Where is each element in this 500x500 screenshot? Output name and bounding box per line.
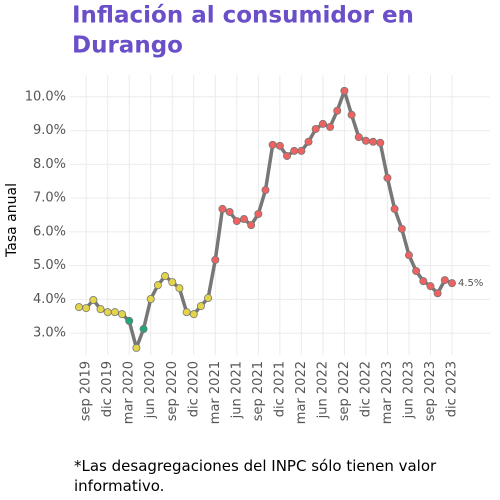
point: [82, 304, 91, 313]
point: [376, 138, 385, 147]
point: [239, 215, 248, 224]
x-tick-label: mar 2023: [380, 361, 395, 424]
y-tick-label: 3.0%: [33, 326, 66, 341]
point: [318, 119, 327, 128]
point: [103, 308, 112, 317]
x-tick-label: dic 2020: [186, 361, 201, 417]
point: [196, 302, 205, 311]
point: [397, 224, 406, 233]
point: [333, 106, 342, 115]
point: [340, 86, 349, 95]
point: [383, 173, 392, 182]
grid: [70, 75, 490, 355]
chart: Inflación al consumidor en Durango Tasa …: [4, 3, 490, 424]
point: [404, 251, 413, 260]
point: [426, 282, 435, 291]
point: [211, 255, 220, 264]
point: [89, 296, 98, 305]
x-tick-label: sep 2021: [251, 361, 266, 421]
point: [232, 217, 241, 226]
x-tick-label: dic 2021: [272, 361, 287, 417]
x-tick-label: dic 2019: [100, 361, 115, 417]
point: [75, 303, 84, 312]
point: [153, 281, 162, 290]
y-tick-label: 9.0%: [33, 123, 66, 138]
x-tick-label: sep 2023: [423, 361, 438, 421]
value-label: 4.5%: [458, 278, 483, 289]
chart-title: Inflación al consumidor en: [72, 3, 414, 29]
point: [247, 221, 256, 230]
line: [78, 89, 453, 350]
x-tick-label: sep 2019: [79, 361, 94, 421]
point: [390, 204, 399, 213]
x-tick-label: sep 2020: [165, 361, 180, 421]
point: [139, 325, 148, 334]
point: [440, 276, 449, 285]
point: [118, 310, 127, 319]
point: [433, 289, 442, 298]
point: [189, 310, 198, 319]
point: [268, 140, 277, 149]
point: [297, 146, 306, 155]
point: [168, 278, 177, 287]
point: [96, 305, 105, 314]
point: [204, 293, 213, 302]
y-tick-label: 7.0%: [33, 191, 66, 206]
chart-title: Durango: [72, 33, 183, 59]
y-tick-label: 6.0%: [33, 224, 66, 239]
point: [218, 204, 227, 213]
y-axis-label: Tasa anual: [4, 183, 20, 258]
x-tick-label: dic 2022: [358, 361, 373, 417]
point: [419, 277, 428, 286]
point: [125, 316, 134, 325]
point: [254, 209, 263, 218]
x-tick-label: sep 2022: [337, 361, 352, 421]
y-tick-label: 4.0%: [33, 292, 66, 307]
point: [354, 133, 363, 142]
point: [175, 284, 184, 293]
x-tick-label: jun 2020: [143, 361, 158, 419]
x-tick-label: mar 2022: [294, 361, 309, 424]
x-tick-label: jun 2023: [401, 361, 416, 419]
y-tick-label: 5.0%: [33, 258, 66, 273]
point: [283, 151, 292, 160]
x-tick-label: mar 2021: [208, 361, 223, 424]
point: [304, 137, 313, 146]
point: [182, 308, 191, 317]
x-tick-label: mar 2020: [122, 361, 137, 424]
caption: *Las desagregaciones del INPC sólo tiene…: [74, 457, 437, 495]
point: [132, 343, 141, 352]
x-tick-label: jun 2022: [315, 361, 330, 419]
point: [361, 136, 370, 145]
point: [311, 124, 320, 133]
point: [447, 279, 456, 288]
point: [146, 294, 155, 303]
y-tick-label: 10.0%: [25, 89, 66, 104]
point: [110, 308, 119, 317]
x-tick-label: dic 2023: [445, 361, 460, 417]
point: [275, 141, 284, 150]
point: [347, 110, 356, 119]
point: [290, 146, 299, 155]
x-tick-label: jun 2021: [229, 361, 244, 419]
y-tick-label: 8.0%: [33, 157, 66, 172]
point: [412, 266, 421, 275]
point: [161, 272, 170, 281]
point: [369, 137, 378, 146]
point: [326, 122, 335, 131]
point: [225, 207, 234, 216]
point: [261, 186, 270, 195]
